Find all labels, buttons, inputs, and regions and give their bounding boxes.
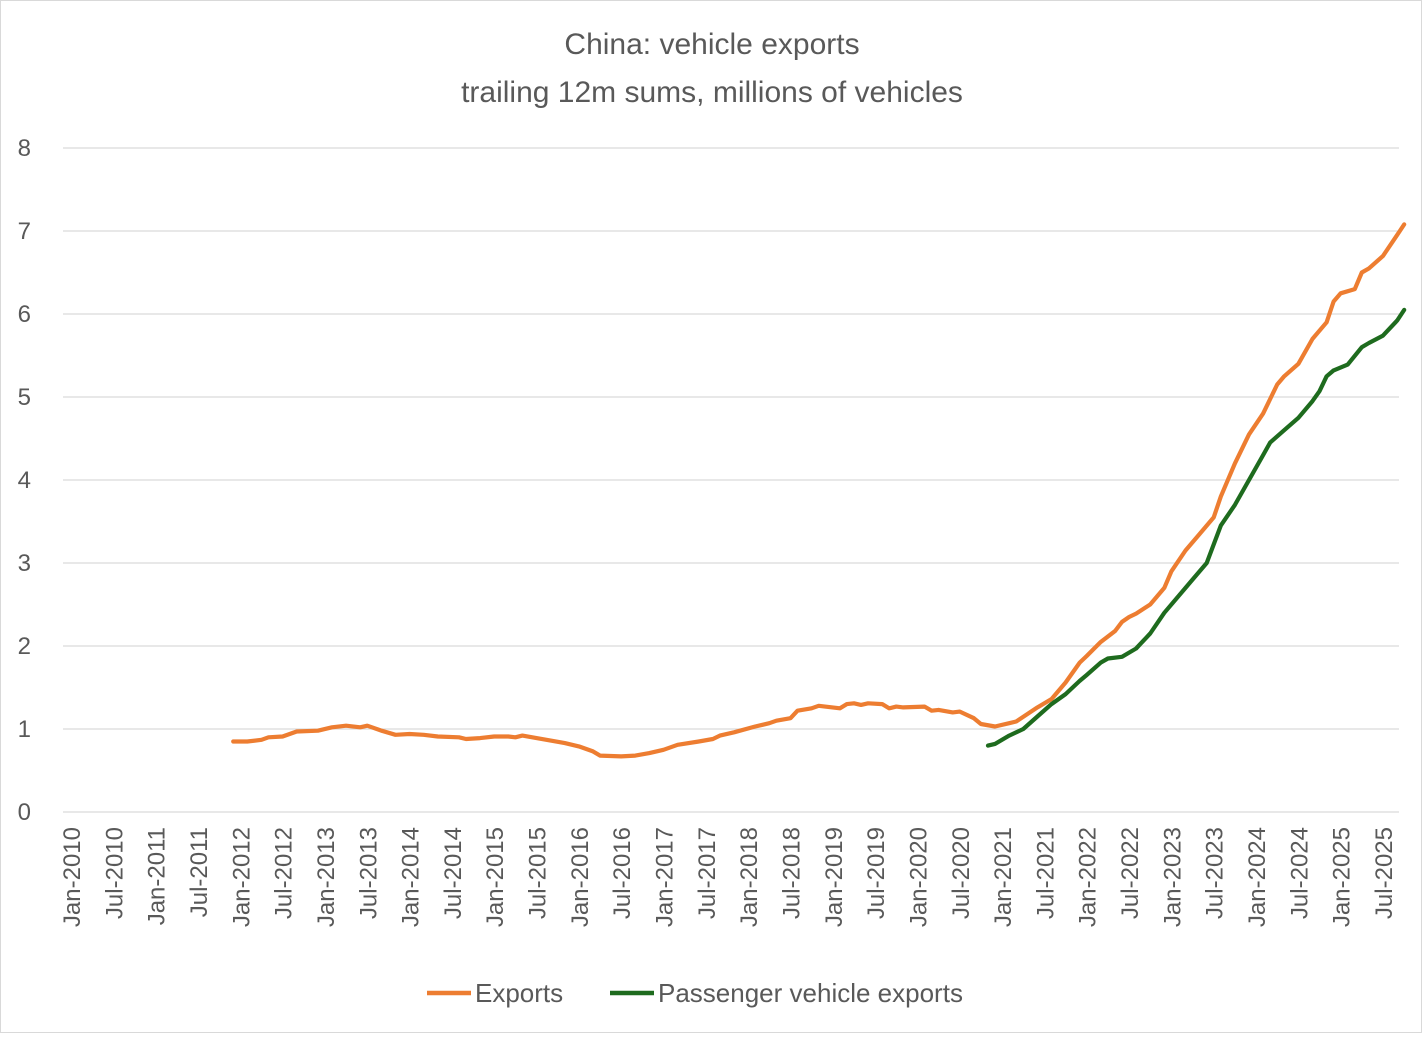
gridlines [63,147,1399,813]
x-tick-label: Jul-2017 [694,827,721,919]
x-tick-label: Jul-2021 [1032,827,1059,919]
x-tick-label: Jul-2018 [778,827,805,919]
x-tick-label: Jan-2012 [228,827,255,927]
chart-subtitle: trailing 12m sums, millions of vehicles [461,76,963,109]
y-tick-label: 3 [18,550,31,577]
y-tick-label: 7 [18,218,31,245]
x-tick-label: Jul-2020 [948,827,975,919]
x-tick-label: Jul-2025 [1371,827,1398,919]
legend-label: Exports [475,978,563,1008]
x-tick-label: Jan-2022 [1075,827,1102,927]
x-tick-label: Jan-2018 [736,827,763,927]
x-tick-label: Jul-2022 [1117,827,1144,919]
x-tick-label: Jul-2014 [440,827,467,919]
y-tick-label: 8 [18,135,31,162]
series-lines [231,222,1407,759]
x-tick-label: Jul-2024 [1286,827,1313,919]
x-tick-label: Jan-2014 [398,827,425,927]
x-tick-label: Jul-2013 [355,827,382,919]
series-line-passenger-vehicle-exports [985,307,1407,748]
x-tick-label: Jan-2011 [144,827,171,925]
y-tick-label: 2 [18,633,31,660]
legend-item: Passenger vehicle exports [610,978,963,1008]
y-axis-tick-labels: 0 1 2 3 4 5 6 7 8 [18,135,31,826]
x-tick-label: Jan-2020 [905,827,932,927]
x-tick-label: Jan-2019 [821,827,848,927]
x-tick-label: Jul-2012 [271,827,298,919]
legend-item: Exports [427,978,563,1008]
x-tick-label: Jan-2025 [1329,827,1356,927]
x-tick-label: Jul-2023 [1202,827,1229,919]
x-tick-label: Jan-2017 [652,827,679,927]
series-line-exports [231,222,1407,759]
y-tick-label: 0 [18,799,31,826]
x-tick-label: Jul-2019 [863,827,890,919]
x-tick-label: Jan-2016 [567,827,594,927]
x-tick-label: Jan-2015 [482,827,509,927]
y-tick-label: 5 [18,384,31,411]
x-tick-label: Jan-2023 [1159,827,1186,927]
y-tick-label: 6 [18,301,31,328]
x-tick-label: Jul-2016 [609,827,636,919]
x-tick-label: Jan-2021 [990,827,1017,927]
x-axis-tick-labels: Jan-2010 Jul-2010 Jan-2011 Jul-2011 Jan-2012… [59,827,1398,927]
y-tick-label: 4 [18,467,31,494]
chart-title: China: vehicle exports [564,28,859,61]
y-tick-label: 1 [18,716,31,743]
legend-label: Passenger vehicle exports [658,978,963,1008]
x-tick-label: Jul-2015 [525,827,552,919]
legend: Exports Passenger vehicle exports [427,978,963,1008]
x-tick-label: Jul-2011 [186,827,213,917]
x-tick-label: Jan-2024 [1244,827,1271,927]
x-tick-label: Jan-2010 [59,827,86,927]
x-tick-label: Jul-2010 [101,827,128,919]
x-tick-label: Jan-2013 [313,827,340,927]
